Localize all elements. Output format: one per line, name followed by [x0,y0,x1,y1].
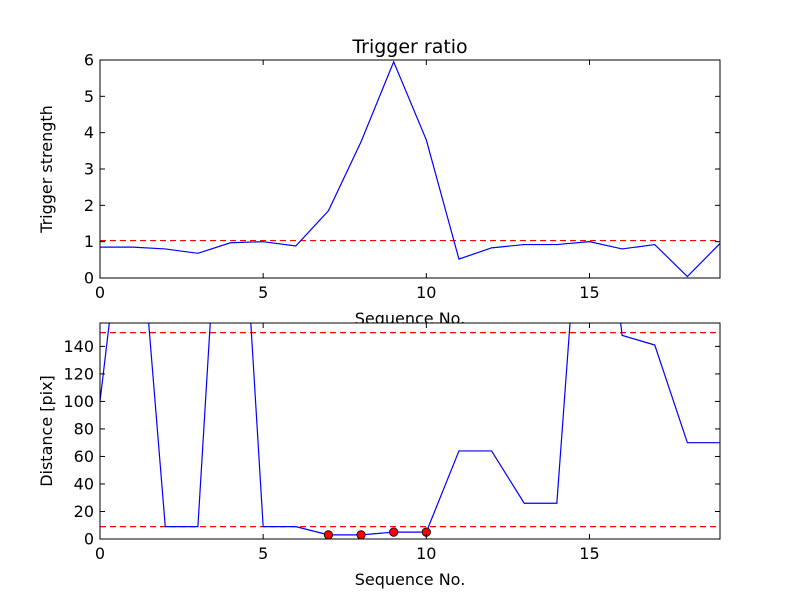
x-tick-label: 5 [258,283,268,302]
chart-title: Trigger ratio [351,36,467,58]
y-tick-label: 40 [74,474,94,493]
plot-area [100,323,720,539]
x-tick-label: 0 [95,544,105,563]
y-tick-label: 3 [84,160,94,179]
y-axis-label: Trigger strength [37,105,56,234]
data-point-marker [323,530,334,539]
distance-chart: 0 5 10 15 0 20 40 60 80 100 120 140 Sequence No. Dist… [37,322,721,589]
plot-content [100,60,720,278]
x-tick-label: 15 [579,283,599,302]
y-tick-label: 5 [84,87,94,106]
series-line [100,60,720,278]
y-tick-label: 2 [84,196,94,215]
axes-frame [99,322,721,540]
data-point-marker [389,527,399,537]
y-tick-label: 120 [63,364,94,383]
series-line [100,323,720,536]
x-tick-label: 10 [416,283,436,302]
y-tick-label: 0 [84,269,94,288]
y-tick-label: 1 [84,232,94,251]
y-tick-label: 140 [63,337,94,356]
plot-content [100,323,720,539]
y-tick-label: 20 [74,502,94,521]
y-tick-label: 6 [84,51,94,70]
x-tick-label: 10 [416,544,436,563]
y-tick-label: 60 [74,447,94,466]
x-tick-label: 5 [258,544,268,563]
y-tick-label: 80 [74,419,94,438]
plot-area [100,60,720,278]
y-tick-label: 4 [84,123,94,142]
x-axis-label: Sequence No. [355,570,466,589]
y-axis-label: Distance [pix] [37,375,56,487]
x-tick-label: 15 [579,544,599,563]
y-tick-label: 0 [84,530,94,549]
y-tick-label: 100 [63,392,94,411]
data-point-marker [356,530,366,539]
x-tick-label: 0 [95,283,105,302]
